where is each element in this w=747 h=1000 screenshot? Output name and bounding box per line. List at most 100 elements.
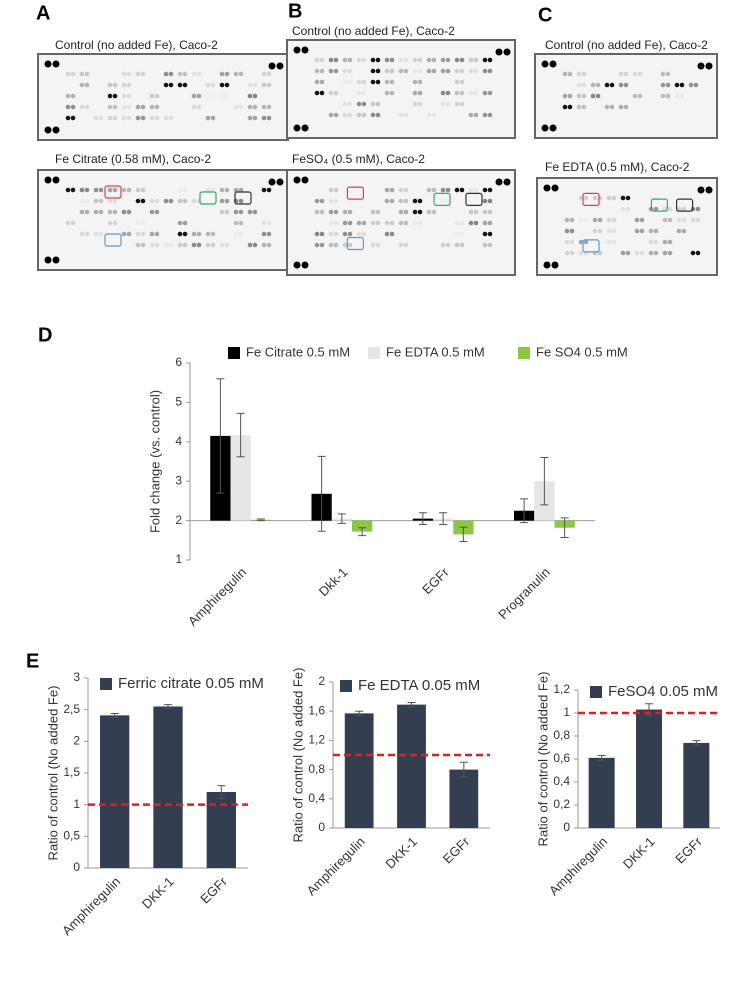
blot-spot [667, 217, 673, 223]
blot-spot [604, 104, 610, 110]
blot-spot [224, 242, 230, 248]
blot-spot [210, 187, 216, 193]
blot-spot [177, 187, 183, 193]
blot-spot [210, 82, 216, 88]
y-tick-label: 0,8 [553, 728, 570, 742]
blot-spot [688, 82, 694, 88]
blot-spot [84, 187, 90, 193]
blot-spot [495, 178, 503, 186]
error-bar [217, 785, 226, 799]
y-tick-label: 5 [175, 395, 182, 409]
blot-spot [662, 206, 668, 212]
blot-spot [112, 209, 118, 215]
blot-spot [426, 112, 432, 118]
blot-spot [333, 242, 339, 248]
blot-spot [149, 231, 155, 237]
blot-spot [564, 228, 570, 234]
blot-spot [403, 112, 409, 118]
blot-spot [495, 48, 503, 56]
blot-spot [611, 195, 617, 201]
blot-spot [389, 68, 395, 74]
blot-spot [440, 187, 446, 193]
blot-spot [634, 217, 640, 223]
blot-spot [182, 187, 188, 193]
blot-spot [639, 250, 645, 256]
blot-spot [224, 187, 230, 193]
blot-spot [487, 198, 493, 204]
blot-spot [676, 206, 682, 212]
y-axis-label: Ratio of control (No added Fe) [290, 668, 305, 843]
legend-swatch [100, 678, 112, 690]
blot-spot [224, 93, 230, 99]
blot-spot [261, 115, 267, 121]
blot-caption: Fe Citrate (0.58 mM), Caco-2 [55, 152, 211, 166]
blot-spot [674, 93, 680, 99]
blot-spot [328, 242, 334, 248]
blot-spot [65, 115, 71, 121]
blot-spot [261, 187, 267, 193]
blot-caption: Control (no added Fe), Caco-2 [292, 24, 455, 38]
blot-spot [583, 217, 589, 223]
blot-spot [459, 79, 465, 85]
blot-spot [662, 239, 668, 245]
blot-spot [482, 68, 488, 74]
error-bar [459, 761, 468, 778]
blot-spot [163, 198, 169, 204]
x-tick-label: Amphiregulin [185, 565, 249, 629]
y-tick-label: 0 [73, 860, 80, 874]
blot-spot [611, 228, 617, 234]
blot-spot [126, 115, 132, 121]
blot-spot [70, 187, 76, 193]
blot-spot [361, 101, 367, 107]
blot-spot [126, 231, 132, 237]
blot-spot [247, 209, 253, 215]
blot-spot [168, 242, 174, 248]
blot-spot [328, 68, 334, 74]
blot-spot [384, 231, 390, 237]
blot-spot [487, 220, 493, 226]
error-bar [418, 512, 427, 526]
blot-spot [126, 71, 132, 77]
blot-spot [567, 93, 573, 99]
blot-spot [623, 71, 629, 77]
blot-spot [266, 231, 272, 237]
y-tick-label: 3 [73, 670, 80, 684]
blot-spot [482, 198, 488, 204]
blot-spot [611, 239, 617, 245]
blot-spot [233, 71, 239, 77]
x-tick-label: Progranulin [495, 565, 553, 623]
legend-swatch [228, 347, 240, 359]
blot-spot [356, 101, 362, 107]
blot-spot [637, 93, 643, 99]
blot-spot [107, 115, 113, 121]
y-tick-label: 3 [175, 473, 182, 487]
blot-spot [473, 90, 479, 96]
blot-spot [361, 90, 367, 96]
blot-spot [426, 68, 432, 74]
y-tick-label: 0,4 [553, 774, 570, 788]
bar [635, 709, 663, 828]
blot-spot [177, 71, 183, 77]
bar [449, 769, 479, 828]
legend-label: Fe EDTA 0.5 mM [386, 344, 485, 359]
blot-spot [454, 79, 460, 85]
blot-spot [398, 220, 404, 226]
blot-spot [562, 71, 568, 77]
legend-label: Fe Citrate 0.5 mM [246, 344, 350, 359]
blot-spot [135, 187, 141, 193]
blot-spot [163, 71, 169, 77]
blot-spot [389, 220, 395, 226]
blot-spot [417, 57, 423, 63]
blot-spot [637, 71, 643, 77]
blot-spot [93, 209, 99, 215]
blot-spot [347, 101, 353, 107]
bar [588, 757, 615, 828]
blot-spot [261, 242, 267, 248]
highlight-box [234, 191, 252, 205]
blot-spot [389, 79, 395, 85]
blot-spot [44, 60, 52, 68]
blot-spot [84, 209, 90, 215]
blot-spot [191, 198, 197, 204]
blot-spot [182, 198, 188, 204]
blot-spot [301, 176, 309, 184]
